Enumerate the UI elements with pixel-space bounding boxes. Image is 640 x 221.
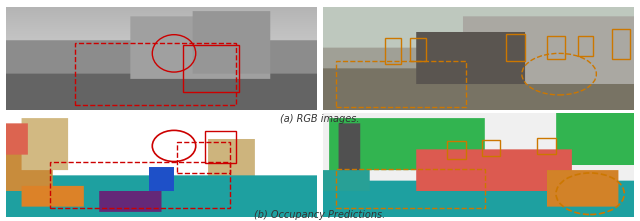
Bar [506, 34, 525, 61]
Bar [447, 141, 466, 160]
Text: (a) RGB images.: (a) RGB images. [280, 114, 360, 124]
Text: (b) Occupancy Predictions.: (b) Occupancy Predictions. [254, 210, 386, 220]
Bar [481, 140, 500, 156]
Bar [578, 36, 593, 57]
Bar [385, 38, 401, 64]
Bar [335, 169, 484, 208]
Bar [410, 38, 426, 61]
Bar [177, 142, 230, 173]
Bar [205, 131, 236, 163]
Bar [538, 138, 556, 154]
Bar [547, 36, 565, 59]
Bar [612, 29, 630, 59]
Bar [335, 61, 466, 107]
Bar [75, 43, 236, 105]
Bar [50, 162, 230, 208]
Bar [183, 45, 239, 92]
